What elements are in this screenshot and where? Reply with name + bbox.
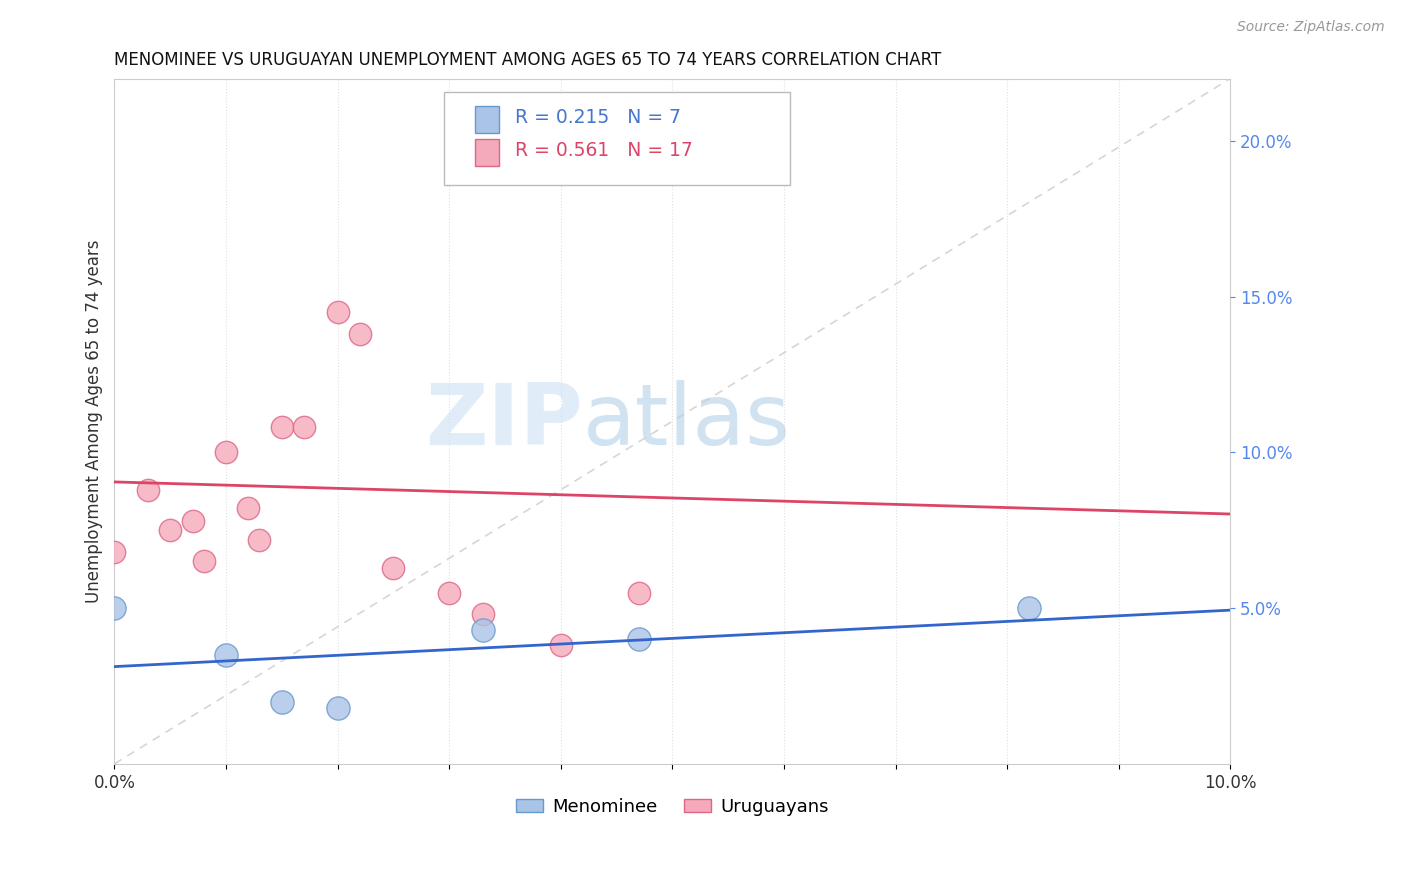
FancyBboxPatch shape xyxy=(475,106,499,134)
Point xyxy=(103,601,125,615)
Point xyxy=(326,700,349,714)
Text: MENOMINEE VS URUGUAYAN UNEMPLOYMENT AMONG AGES 65 TO 74 YEARS CORRELATION CHART: MENOMINEE VS URUGUAYAN UNEMPLOYMENT AMON… xyxy=(114,51,942,69)
Point xyxy=(627,632,650,647)
Point xyxy=(193,554,215,568)
Legend: Menominee, Uruguayans: Menominee, Uruguayans xyxy=(509,791,837,823)
Point xyxy=(550,639,572,653)
Point xyxy=(270,694,292,708)
Y-axis label: Unemployment Among Ages 65 to 74 years: Unemployment Among Ages 65 to 74 years xyxy=(86,239,103,603)
Point xyxy=(292,420,315,434)
Point xyxy=(136,483,159,497)
Point xyxy=(349,326,371,341)
Point xyxy=(215,445,238,459)
Point xyxy=(159,523,181,537)
Text: R = 0.561   N = 17: R = 0.561 N = 17 xyxy=(515,141,693,160)
Point xyxy=(215,648,238,662)
Point xyxy=(270,420,292,434)
FancyBboxPatch shape xyxy=(475,139,499,166)
Text: atlas: atlas xyxy=(583,380,792,463)
Point xyxy=(382,560,405,574)
Point xyxy=(471,109,494,123)
Point xyxy=(437,585,460,599)
Point xyxy=(1018,601,1040,615)
Point xyxy=(326,305,349,319)
Point xyxy=(249,533,271,547)
Point xyxy=(471,623,494,637)
Text: Source: ZipAtlas.com: Source: ZipAtlas.com xyxy=(1237,20,1385,34)
Point xyxy=(103,545,125,559)
Point xyxy=(471,607,494,622)
Point xyxy=(238,501,260,516)
Point xyxy=(181,514,204,528)
FancyBboxPatch shape xyxy=(444,92,790,185)
Point xyxy=(627,585,650,599)
Text: ZIP: ZIP xyxy=(426,380,583,463)
Text: R = 0.215   N = 7: R = 0.215 N = 7 xyxy=(515,108,681,128)
